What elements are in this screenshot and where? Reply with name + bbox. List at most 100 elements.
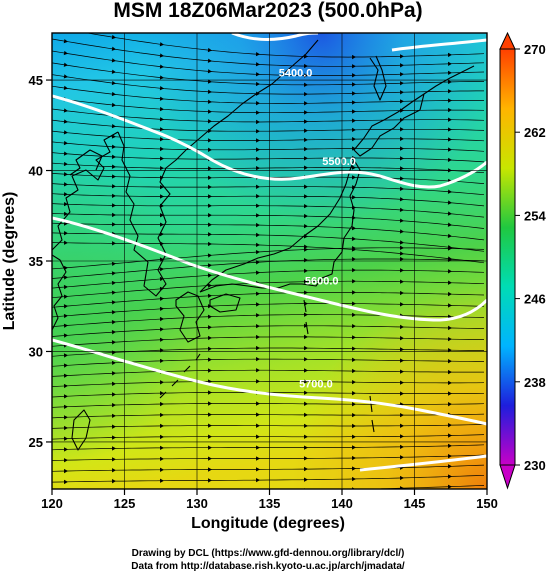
streamline-arrow [111,46,116,51]
streamline [52,454,485,461]
streamline-arrow [208,175,212,180]
streamline-arrow [352,466,356,471]
streamline-arrow [111,174,116,179]
streamline-arrow [304,412,308,418]
streamline-arrow [208,467,212,472]
streamline-arrow [63,383,68,389]
streamline-arrow [111,392,116,397]
streamline-arrow [160,478,164,483]
streamline-arrow [399,475,404,481]
colorbar-min-arrow [499,464,516,490]
streamline-arrow [447,454,452,459]
streamline-arrow [111,280,116,286]
streamline-arrow [447,189,452,194]
streamline-arrow [399,176,404,181]
streamline-arrow [160,467,164,472]
streamline [52,213,485,229]
streamline [52,424,485,429]
y-tick-label: 25 [29,435,43,450]
streamline-arrow [255,62,260,67]
streamline [52,38,485,67]
streamline-arrow [399,54,404,59]
streamline-arrow [159,42,164,47]
streamline [52,50,485,76]
streamline [52,347,485,357]
coastline-korea [117,131,187,297]
streamline-arrow [400,302,404,307]
streamline-arrow [63,140,68,146]
streamline-arrow [399,229,404,234]
streamline-arrow [160,445,164,451]
colorbar-tick-label: 230 [524,458,546,473]
streamline-arrow [400,245,404,250]
streamline-arrow [448,402,452,407]
streamline-arrow [111,320,116,325]
streamline-arrow [352,335,356,340]
streamline-arrow [399,63,404,68]
streamline-arrow [207,79,212,84]
streamline-arrow [304,128,308,133]
streamline-arrow [352,368,356,374]
streamline-arrow [352,301,356,306]
streamline-arrow [111,124,116,129]
streamline-arrow [256,129,260,134]
streamline-arrow [352,91,356,96]
streamline-arrow [448,325,452,331]
streamline [52,314,485,328]
streamline-arrow [304,334,308,340]
x-tick-label: 140 [331,496,353,511]
streamline-arrow [400,324,404,330]
streamline [353,485,485,489]
streamline [52,403,485,408]
streamline-arrow [352,434,356,439]
streamline-arrow [63,353,68,358]
streamline [52,130,485,142]
streamline-arrow [160,194,164,199]
x-axis-ticks: 120 125 130 135 140 145 150 [41,489,498,511]
x-tick-label: 145 [404,496,426,511]
x-tick-label: 120 [41,496,63,511]
streamline-arrow [352,136,356,142]
streamline-arrow [160,489,164,493]
streamline-arrow [207,325,212,330]
streamline-arrow [256,91,260,96]
coastline-kyushu [175,291,205,343]
streamline-arrow [352,323,356,329]
streamline [52,232,485,252]
streamline-arrow [400,256,404,262]
streamline-arrow [399,207,404,213]
colorbar-ticks: 270 262 254 246 238 230 [515,42,546,473]
contour-5700 [359,454,487,472]
coastline-honshu [199,159,361,293]
streamline-arrow [160,434,164,440]
streamline [52,193,485,207]
streamline-arrow [111,300,116,305]
streamline-arrow [304,368,308,373]
streamline [52,62,485,86]
streamline-arrow [256,334,260,340]
streamline-arrow [304,290,308,295]
streamline-arrow [63,182,68,187]
streamline-arrow [400,336,404,341]
streamline-arrow [159,75,164,80]
streamline-arrow [112,468,116,473]
streamline-arrow [352,64,356,69]
streamline-arrow [159,106,164,112]
credit-drawing: Drawing by DCL (https://www.gfd-dennou.o… [132,548,405,559]
streamline-arrow [304,312,308,317]
streamline-arrow [111,261,116,266]
streamline [52,85,484,104]
y-axis-ticks: 25 30 35 40 45 [29,73,52,450]
streamline-arrow [399,218,404,223]
streamline [52,152,485,163]
streamline-arrow [304,194,308,199]
streamline-arrow [111,69,116,74]
streamline-arrow [304,156,308,161]
streamline-arrow [159,96,164,101]
streamline-arrow [208,412,212,417]
contour-5600 [52,338,487,426]
streamline [52,336,485,347]
streamline-arrow [255,81,260,87]
streamline-arrow [63,275,68,280]
streamline-arrow [256,313,260,318]
